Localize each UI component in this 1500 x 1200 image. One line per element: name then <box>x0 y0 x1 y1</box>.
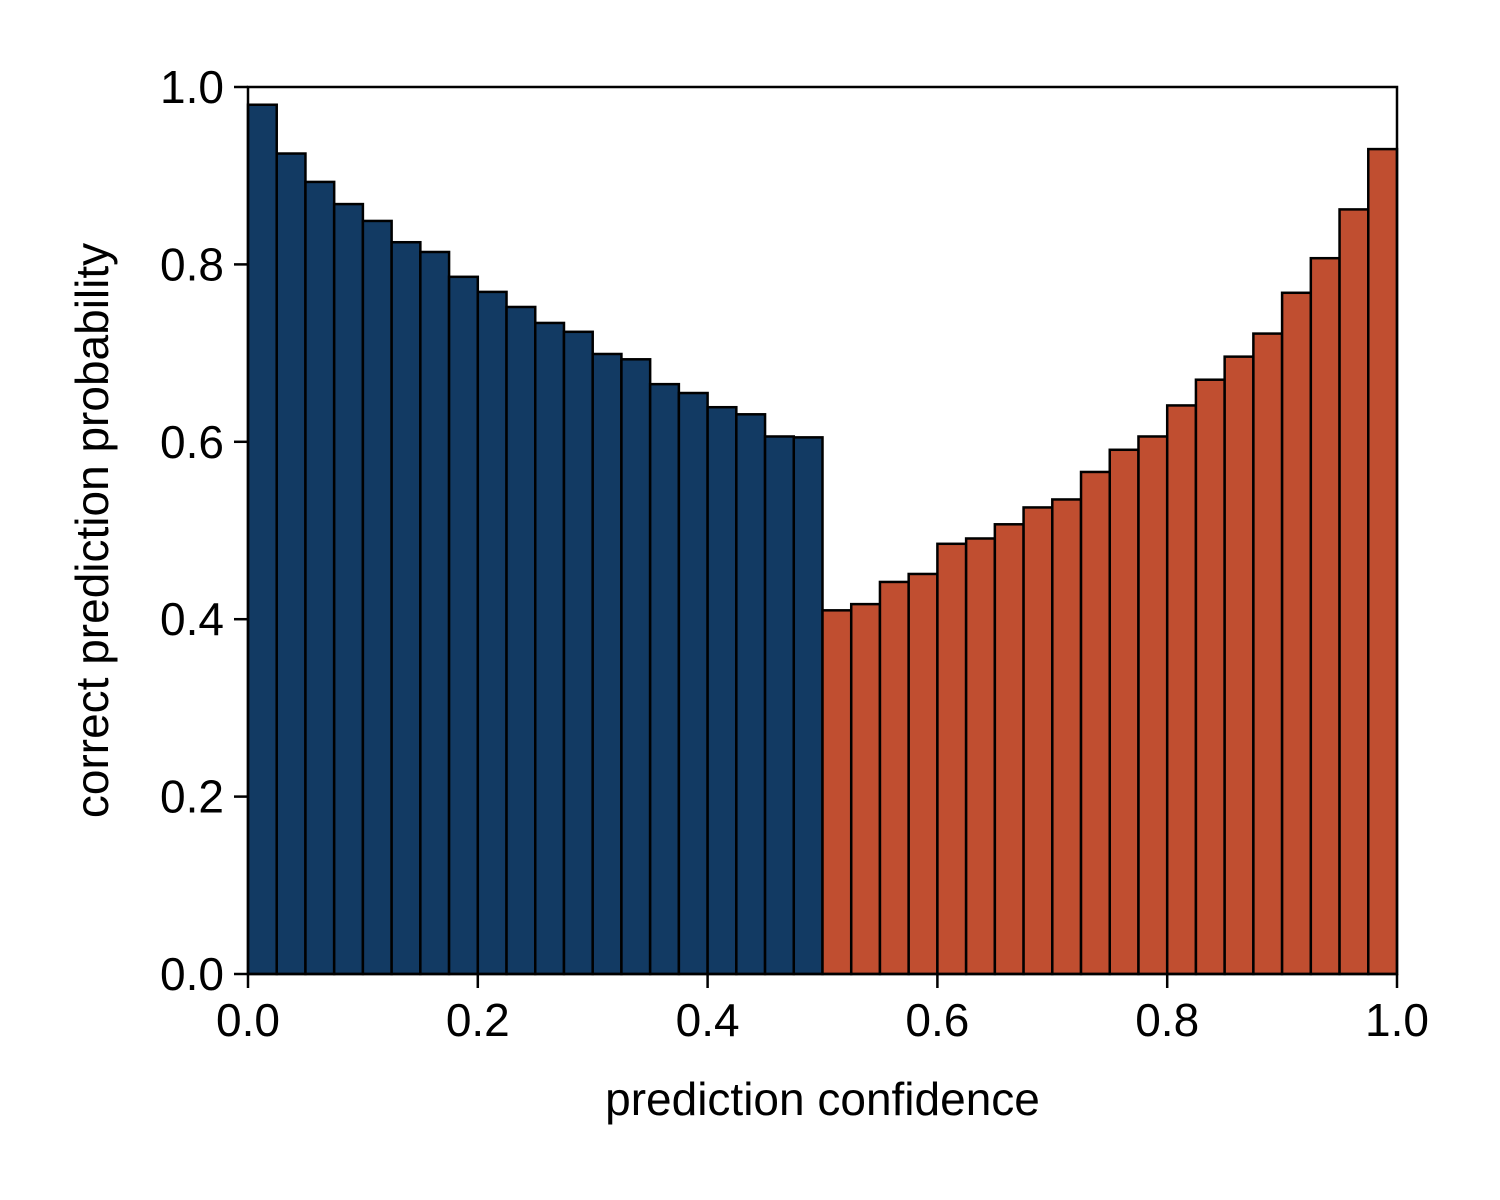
bar <box>562 330 594 976</box>
bar <box>447 275 480 976</box>
bar <box>993 523 1025 976</box>
bar <box>1079 470 1112 976</box>
x-tick-label: 0.2 <box>446 994 510 1046</box>
bar <box>476 290 508 976</box>
bar <box>591 352 623 976</box>
bar <box>763 435 796 976</box>
bar <box>907 572 939 976</box>
y-tick-label: 0.0 <box>160 948 224 1000</box>
bar <box>821 609 853 976</box>
bar <box>1022 506 1054 976</box>
bar <box>849 602 882 976</box>
bar <box>677 391 709 976</box>
bar <box>964 537 997 976</box>
bar <box>1309 256 1341 976</box>
bars-group <box>246 103 1399 976</box>
bar <box>390 240 422 976</box>
bar <box>620 358 652 976</box>
bar <box>1338 208 1370 976</box>
y-tick-label: 0.6 <box>160 416 224 468</box>
x-axis-ticks: 0.0 0.2 0.4 0.6 0.8 1.0 <box>216 974 1429 1046</box>
bar <box>936 542 968 976</box>
bar <box>1223 355 1255 976</box>
bar <box>332 202 365 976</box>
x-tick-label: 0.6 <box>905 994 969 1046</box>
x-tick-label: 1.0 <box>1365 994 1429 1046</box>
bar <box>1280 291 1313 976</box>
bar <box>419 250 451 976</box>
x-tick-label: 0.8 <box>1135 994 1199 1046</box>
bar <box>1051 498 1083 976</box>
bar <box>246 103 278 976</box>
x-axis-label: prediction confidence <box>605 1073 1040 1125</box>
y-tick-label: 0.2 <box>160 771 224 823</box>
bar <box>505 305 537 976</box>
bar <box>792 436 824 976</box>
y-tick-label: 0.8 <box>160 238 224 290</box>
x-tick-label: 0.0 <box>216 994 280 1046</box>
plot-frame <box>246 85 1399 976</box>
y-axis-ticks: 0.0 0.2 0.4 0.6 0.8 1.0 <box>160 61 248 1000</box>
bar <box>1367 147 1399 976</box>
y-axis-label: correct prediction probability <box>66 243 118 818</box>
bar <box>735 413 767 976</box>
bar <box>878 580 910 976</box>
bar <box>1108 448 1140 976</box>
y-tick-label: 1.0 <box>160 61 224 113</box>
bar <box>275 152 307 976</box>
bar <box>706 405 738 976</box>
bar <box>1252 332 1284 976</box>
bar <box>648 382 681 976</box>
bar <box>1194 378 1226 976</box>
bar <box>534 321 566 976</box>
y-tick-label: 0.4 <box>160 593 224 645</box>
bar <box>361 219 393 976</box>
x-tick-label: 0.4 <box>676 994 740 1046</box>
bar <box>304 180 336 976</box>
bar <box>1137 435 1169 976</box>
bar <box>1165 404 1198 976</box>
